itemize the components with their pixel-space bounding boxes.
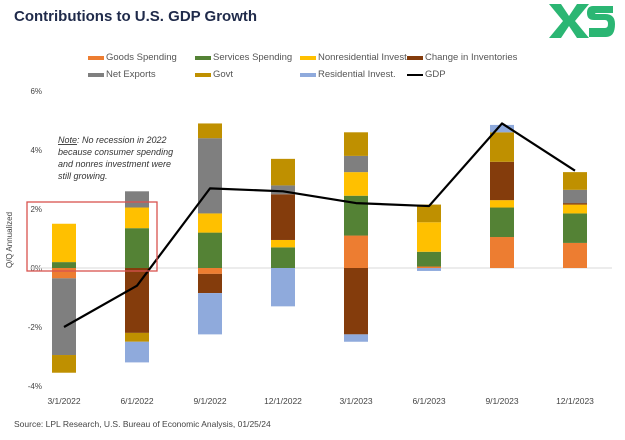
bar-segment-services-spending [198, 232, 222, 268]
bar-segment-nonresidential-invest [344, 172, 368, 196]
bar-segment-residential-invest [271, 268, 295, 307]
bar-segment-residential-invest [198, 293, 222, 335]
legend-swatch [300, 55, 316, 60]
x-tick-label: 9/1/2023 [485, 396, 518, 406]
y-tick-label: -4% [28, 382, 42, 391]
bar-segment-nonresidential-invest [125, 207, 149, 229]
bar-segment-residential-invest [417, 268, 441, 271]
legend-swatch [88, 72, 104, 77]
bar-segment-change-in-inventories [198, 273, 222, 294]
legend-item: Change in Inventories [407, 52, 517, 63]
bar-segment-goods-spending [417, 266, 441, 268]
bar-segment-nonresidential-invest [563, 204, 587, 214]
legend-item: Goods Spending [88, 52, 177, 63]
legend-label: Govt [213, 69, 234, 80]
bar-segment-services-spending [417, 251, 441, 267]
x-tick-label: 3/1/2022 [47, 396, 80, 406]
legend-item: Services Spending [195, 52, 292, 63]
x-tick-label: 12/1/2022 [264, 396, 302, 406]
bar-segment-goods-spending [344, 235, 368, 268]
legend-item: Residential Invest. [300, 69, 396, 80]
bar-segment-change-in-inventories [125, 268, 149, 333]
bar-segment-services-spending [271, 247, 295, 268]
y-tick-label: -2% [28, 323, 42, 332]
legend-label: Residential Invest. [318, 69, 396, 80]
bar-segment-govt [52, 355, 76, 373]
annotation-text: : No recession in 2022 [77, 135, 167, 145]
bar-segment-goods-spending [52, 268, 76, 279]
legend-label: Goods Spending [106, 52, 177, 63]
bar-segment-goods-spending [490, 237, 514, 268]
bar-segment-nonresidential-invest [52, 223, 76, 263]
legend-item: Govt [195, 69, 233, 80]
bar-segment-change-in-inventories [490, 161, 514, 201]
bar-segment-govt [490, 132, 514, 162]
bar-segment-change-in-inventories [563, 203, 587, 205]
highlight-box [26, 201, 158, 272]
legend-label: Net Exports [106, 69, 156, 80]
y-axis-label: Q/Q Annualized [5, 212, 14, 268]
bar-segment-net-exports [563, 189, 587, 204]
legend-label: Change in Inventories [425, 52, 518, 63]
bar-segment-residential-invest [125, 341, 149, 363]
bar-segment-govt [198, 123, 222, 139]
annotation-line: and nonres investment were [58, 159, 171, 169]
y-tick-label: 2% [30, 205, 42, 214]
legend-swatch [88, 55, 104, 60]
y-tick-label: 6% [30, 87, 42, 96]
x-tick-label: 3/1/2023 [339, 396, 372, 406]
bar-segment-services-spending [563, 213, 587, 243]
bar-segment-net-exports [52, 278, 76, 356]
annotation-label: Note [58, 135, 77, 145]
bar-segment-govt [125, 332, 149, 342]
bar-segment-residential-invest [490, 124, 514, 133]
legend-item: Nonresidential Invest. [300, 52, 409, 63]
bar-segment-goods-spending [198, 268, 222, 274]
annotation-line: still growing. [58, 171, 108, 181]
bar-segment-services-spending [490, 207, 514, 238]
svg-text:Note: No recession in 2022: Note: No recession in 2022 [58, 135, 167, 145]
bar-segment-services-spending [52, 262, 76, 268]
bar-segment-net-exports [125, 191, 149, 208]
bar-segment-net-exports [271, 185, 295, 195]
bar-segment-goods-spending [563, 242, 587, 268]
xs-logo [549, 4, 615, 38]
bar-segment-services-spending [125, 228, 149, 268]
bar-segment-govt [417, 204, 441, 223]
bar-segment-nonresidential-invest [417, 222, 441, 252]
legend-item: GDP [407, 69, 446, 80]
bar-segment-net-exports [198, 138, 222, 214]
x-tick-label: 9/1/2022 [193, 396, 226, 406]
bar-segment-govt [563, 172, 587, 190]
bar-segment-govt [344, 132, 368, 156]
bar-segment-residential-invest [344, 334, 368, 342]
bar-segment-nonresidential-invest [490, 200, 514, 208]
y-tick-label: 4% [30, 146, 42, 155]
bar-segment-govt [271, 158, 295, 186]
bar-segment-net-exports [344, 155, 368, 173]
source-note: Source: LPL Research, U.S. Bureau of Eco… [14, 419, 271, 429]
annotation: Note: No recession in 2022 because consu… [58, 135, 173, 181]
x-tick-label: 6/1/2023 [412, 396, 445, 406]
legend-swatch [195, 55, 211, 60]
legend-swatch [300, 72, 316, 77]
legend-label: Nonresidential Invest. [318, 52, 410, 63]
legend-swatch [407, 55, 423, 60]
legend-label: GDP [425, 69, 446, 80]
x-tick-label: 6/1/2022 [120, 396, 153, 406]
bar-segment-change-in-inventories [344, 268, 368, 335]
bar-segment-nonresidential-invest [198, 213, 222, 233]
bar-segment-change-in-inventories [271, 194, 295, 240]
legend-label: Services Spending [213, 52, 293, 63]
legend-swatch [195, 72, 211, 77]
legend-item: Net Exports [88, 69, 156, 80]
bar-segment-nonresidential-invest [271, 239, 295, 248]
x-tick-label: 12/1/2023 [556, 396, 594, 406]
chart-title: Contributions to U.S. GDP Growth [14, 8, 258, 25]
gdp-line [63, 122, 576, 328]
legend-swatch [407, 73, 423, 76]
annotation-line: because consumer spending [58, 147, 173, 157]
